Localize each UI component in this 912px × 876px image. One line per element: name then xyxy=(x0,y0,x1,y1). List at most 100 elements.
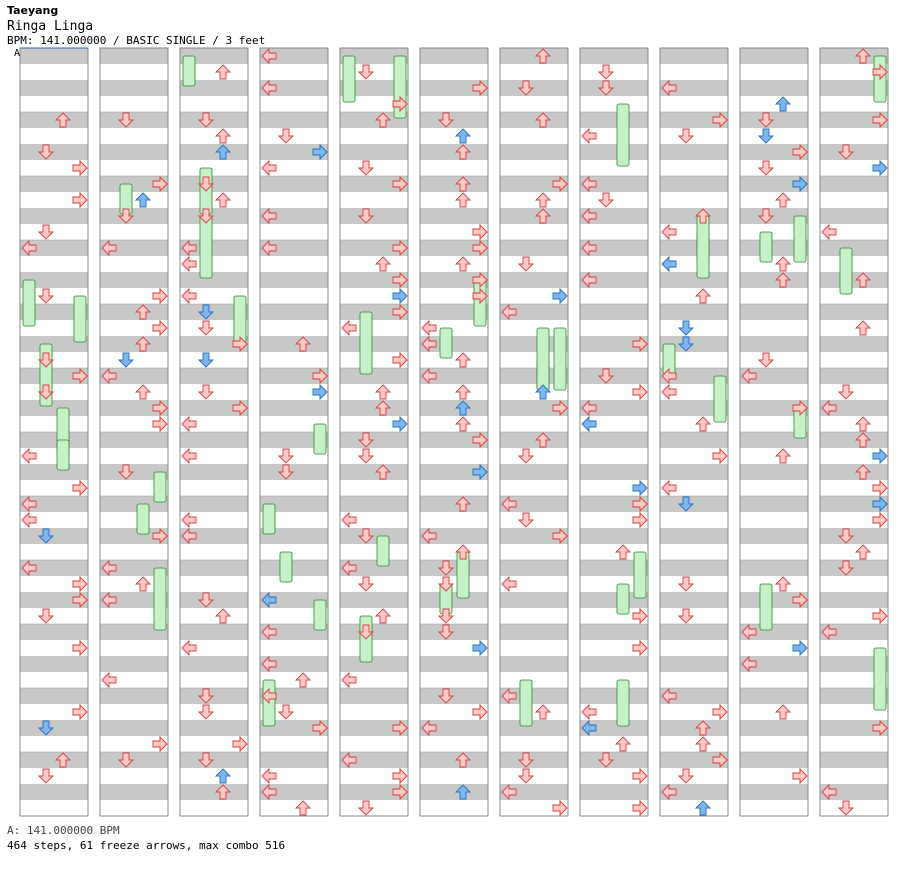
step-arrow xyxy=(37,224,55,240)
beat-stripe xyxy=(740,400,808,416)
beat-stripe xyxy=(420,176,488,192)
beat-stripe xyxy=(820,688,888,704)
step-arrow xyxy=(341,511,357,529)
step-arrow xyxy=(134,336,152,352)
beat-stripe xyxy=(340,368,408,384)
freeze-arrow xyxy=(839,247,853,295)
beat-stripe xyxy=(340,528,408,544)
step-arrow xyxy=(677,128,695,144)
step-arrow xyxy=(261,767,277,785)
step-arrow xyxy=(214,128,232,144)
chart-column xyxy=(579,47,649,817)
step-arrow xyxy=(392,415,408,433)
beat-stripe xyxy=(100,592,168,608)
step-arrow xyxy=(374,256,392,272)
step-arrow xyxy=(37,528,55,544)
step-arrow xyxy=(872,111,888,129)
beat-stripe xyxy=(740,624,808,640)
step-arrow xyxy=(72,367,88,385)
step-arrow xyxy=(197,208,215,224)
step-arrow xyxy=(501,783,517,801)
beat-stripe xyxy=(420,464,488,480)
beat-stripe xyxy=(580,304,648,320)
step-arrow xyxy=(214,608,232,624)
step-arrow xyxy=(552,799,568,817)
beat-stripe xyxy=(260,528,328,544)
step-arrow xyxy=(214,784,232,800)
step-arrow xyxy=(581,127,597,145)
step-arrow xyxy=(341,319,357,337)
beat-stripe xyxy=(580,48,648,64)
freeze-arrow xyxy=(616,679,630,727)
beat-stripe xyxy=(580,688,648,704)
beat-stripe xyxy=(340,48,408,64)
beat-stripe xyxy=(580,496,648,512)
step-arrow xyxy=(614,544,632,560)
step-arrow xyxy=(472,431,488,449)
step-arrow xyxy=(661,383,677,401)
beat-stripe xyxy=(100,560,168,576)
step-arrow xyxy=(374,608,392,624)
beat-stripe xyxy=(260,400,328,416)
step-arrow xyxy=(277,448,295,464)
step-arrow xyxy=(101,239,117,257)
step-arrow xyxy=(517,256,535,272)
step-arrow xyxy=(117,352,135,368)
beat-stripe xyxy=(580,240,648,256)
step-arrow xyxy=(37,288,55,304)
step-arrow xyxy=(581,207,597,225)
freeze-arrow xyxy=(376,535,390,567)
step-arrow xyxy=(357,624,375,640)
song-artist: Taeyang xyxy=(7,4,59,17)
beat-stripe xyxy=(100,432,168,448)
beat-stripe xyxy=(260,112,328,128)
beat-stripe xyxy=(820,400,888,416)
step-arrow xyxy=(437,688,455,704)
step-arrow xyxy=(472,271,488,289)
beat-stripe xyxy=(100,784,168,800)
step-arrow xyxy=(774,272,792,288)
beat-stripe xyxy=(740,144,808,160)
beat-stripe xyxy=(340,496,408,512)
step-arrow xyxy=(437,560,455,576)
beat-stripe xyxy=(820,368,888,384)
step-arrow xyxy=(454,752,472,768)
step-arrow xyxy=(837,560,855,576)
beat-stripe xyxy=(340,784,408,800)
step-arrow xyxy=(197,112,215,128)
beat-stripe xyxy=(20,208,88,224)
step-arrow xyxy=(454,384,472,400)
step-arrow xyxy=(501,495,517,513)
step-arrow xyxy=(472,703,488,721)
beat-stripe xyxy=(340,688,408,704)
beat-stripe xyxy=(20,784,88,800)
beat-stripe xyxy=(740,208,808,224)
step-arrow xyxy=(632,607,648,625)
step-arrow xyxy=(152,415,168,433)
step-arrow xyxy=(421,335,437,353)
step-arrow xyxy=(517,80,535,96)
beat-stripe xyxy=(340,464,408,480)
step-arrow xyxy=(117,464,135,480)
beat-stripe xyxy=(20,400,88,416)
step-arrow xyxy=(181,639,197,657)
beat-stripe xyxy=(420,304,488,320)
beat-stripe xyxy=(100,304,168,320)
step-arrow xyxy=(741,367,757,385)
chart-column xyxy=(499,47,569,817)
chart-column xyxy=(339,47,409,817)
beat-stripe xyxy=(420,592,488,608)
beat-stripe xyxy=(500,400,568,416)
beat-stripe xyxy=(660,720,728,736)
step-arrow xyxy=(501,575,517,593)
step-arrow xyxy=(341,671,357,689)
chart-column xyxy=(99,47,169,817)
chart-column xyxy=(259,47,329,817)
step-arrow xyxy=(214,192,232,208)
beat-stripe xyxy=(180,176,248,192)
step-arrow xyxy=(72,703,88,721)
step-arrow xyxy=(277,704,295,720)
step-arrow xyxy=(632,383,648,401)
beat-stripe xyxy=(660,80,728,96)
beat-stripe xyxy=(340,304,408,320)
